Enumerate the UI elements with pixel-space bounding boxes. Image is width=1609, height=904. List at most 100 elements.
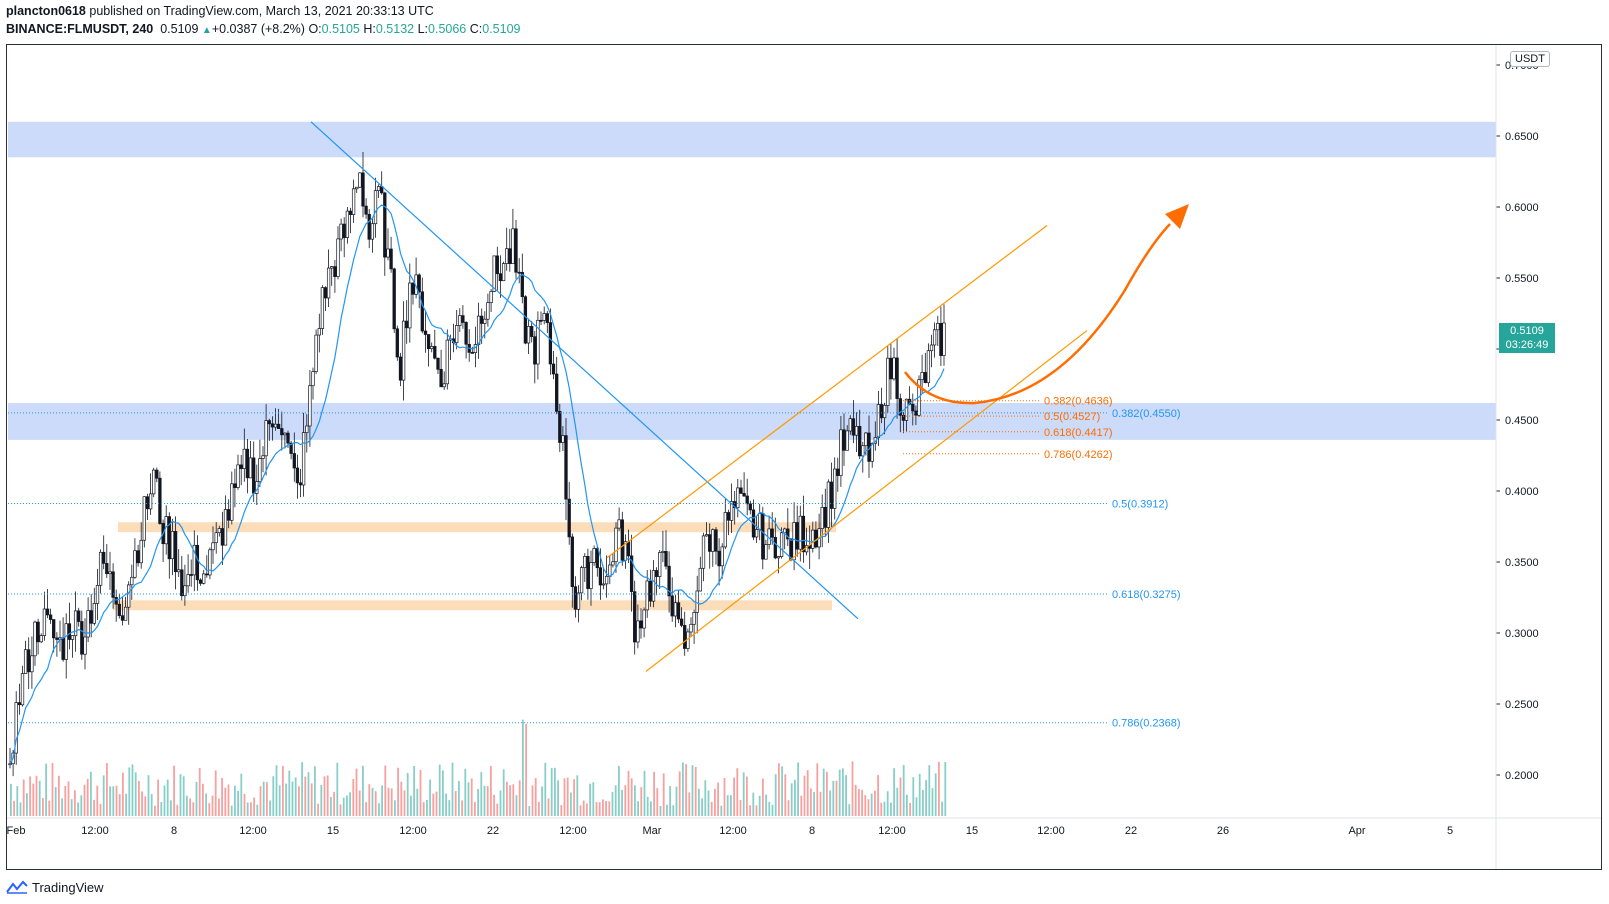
candle-body: [489, 291, 493, 303]
candle-body: [536, 319, 540, 365]
candle-body: [514, 228, 518, 273]
volume-bar: [19, 802, 22, 816]
candle-body: [445, 339, 449, 385]
volume-bar: [698, 788, 700, 816]
volume-bar: [374, 791, 377, 816]
candle-body: [267, 420, 271, 425]
volume-bar: [458, 781, 460, 816]
candle-body: [861, 445, 865, 457]
volume-bar: [848, 804, 851, 816]
volume-bar: [608, 801, 611, 816]
volume-bar: [864, 795, 867, 816]
candle-body: [186, 574, 190, 587]
candle-body: [592, 548, 596, 563]
volume-bar: [621, 789, 623, 816]
volume-bar: [227, 784, 230, 816]
volume-bar: [582, 800, 585, 816]
volume-bar: [842, 768, 844, 816]
candle-body: [173, 531, 178, 573]
footer-brand-name: TradingView: [32, 879, 104, 895]
volume-bar: [99, 803, 102, 816]
volume-bar: [646, 796, 649, 816]
volume-bar: [730, 795, 732, 816]
candle-body: [733, 501, 737, 509]
candle-body: [214, 532, 218, 544]
x-axis-tick-label: 5: [1447, 825, 1453, 837]
volume-bar: [358, 790, 361, 816]
candle-body: [305, 425, 309, 433]
candle-body: [836, 468, 840, 476]
low-value: 0.5066: [428, 22, 467, 36]
candle-body: [70, 635, 75, 640]
volume-bar: [259, 786, 262, 816]
candle-body: [545, 313, 549, 323]
candle-body: [583, 556, 587, 568]
candle-body: [823, 506, 827, 528]
volume-bar: [330, 797, 332, 816]
volume-bar: [362, 765, 364, 816]
candle-body: [629, 555, 634, 592]
volume-bar: [499, 790, 502, 816]
volume-bar: [141, 791, 143, 816]
volume-bar: [630, 778, 633, 816]
candle-body: [273, 423, 278, 428]
volume-bar: [605, 800, 607, 816]
volume-bar: [746, 776, 748, 816]
candle-body: [89, 610, 93, 624]
volume-bar: [682, 762, 684, 816]
volume-bar: [77, 802, 79, 816]
volume-bar: [669, 786, 671, 816]
volume-bar: [765, 794, 767, 816]
candle-body: [717, 550, 721, 567]
volume-bar: [224, 787, 227, 816]
candle-body: [798, 515, 802, 550]
volume-bar: [790, 783, 793, 816]
candle-body: [417, 274, 421, 293]
fib-level-label: 0.618(0.3275): [1112, 589, 1181, 601]
candle-body: [67, 623, 72, 640]
volume-bar: [787, 800, 790, 816]
candle-body: [111, 571, 115, 598]
candle-body: [92, 603, 96, 624]
volume-bar: [643, 770, 646, 816]
volume-bar: [502, 769, 505, 816]
volume-bar: [832, 780, 835, 816]
volume-bar: [803, 775, 806, 816]
candle-body: [139, 539, 143, 564]
footer-brand[interactable]: TradingView: [6, 876, 104, 898]
fib-level-label: 0.382(0.4550): [1112, 408, 1181, 420]
volume-bar: [794, 779, 796, 816]
chart-frame[interactable]: [6, 44, 1602, 870]
volume-bar: [26, 793, 28, 816]
candle-body: [192, 544, 196, 576]
volume-bar: [762, 778, 764, 816]
volume-bar: [822, 768, 825, 816]
volume-bar: [634, 785, 636, 816]
volume-bar: [893, 768, 895, 816]
candle-body: [208, 549, 212, 576]
plot-area: [8, 121, 1496, 816]
x-axis-tick-label: 8: [809, 825, 815, 837]
volume-bar: [170, 800, 172, 816]
candle-body: [533, 336, 537, 365]
candle-body: [911, 403, 915, 412]
volume-bar: [451, 762, 454, 816]
volume-bar: [749, 805, 751, 816]
volume-bar: [294, 777, 297, 816]
volume-bar: [208, 803, 211, 816]
candle-body: [555, 373, 559, 412]
volume-bar: [74, 790, 76, 816]
candle-body: [695, 590, 699, 613]
candle-body: [430, 346, 434, 350]
volume-bar: [579, 805, 582, 816]
volume-bar: [342, 797, 345, 816]
support-zone-blue: [8, 402, 1496, 440]
change-up-icon: ▲: [201, 25, 212, 36]
candle-body: [270, 423, 275, 428]
x-axis-tick-label: Mar: [643, 825, 662, 837]
candle-body: [864, 432, 868, 447]
x-axis-tick-label: 12:00: [399, 825, 427, 837]
candle-body: [939, 323, 943, 356]
currency-label[interactable]: USDT: [1510, 51, 1550, 67]
